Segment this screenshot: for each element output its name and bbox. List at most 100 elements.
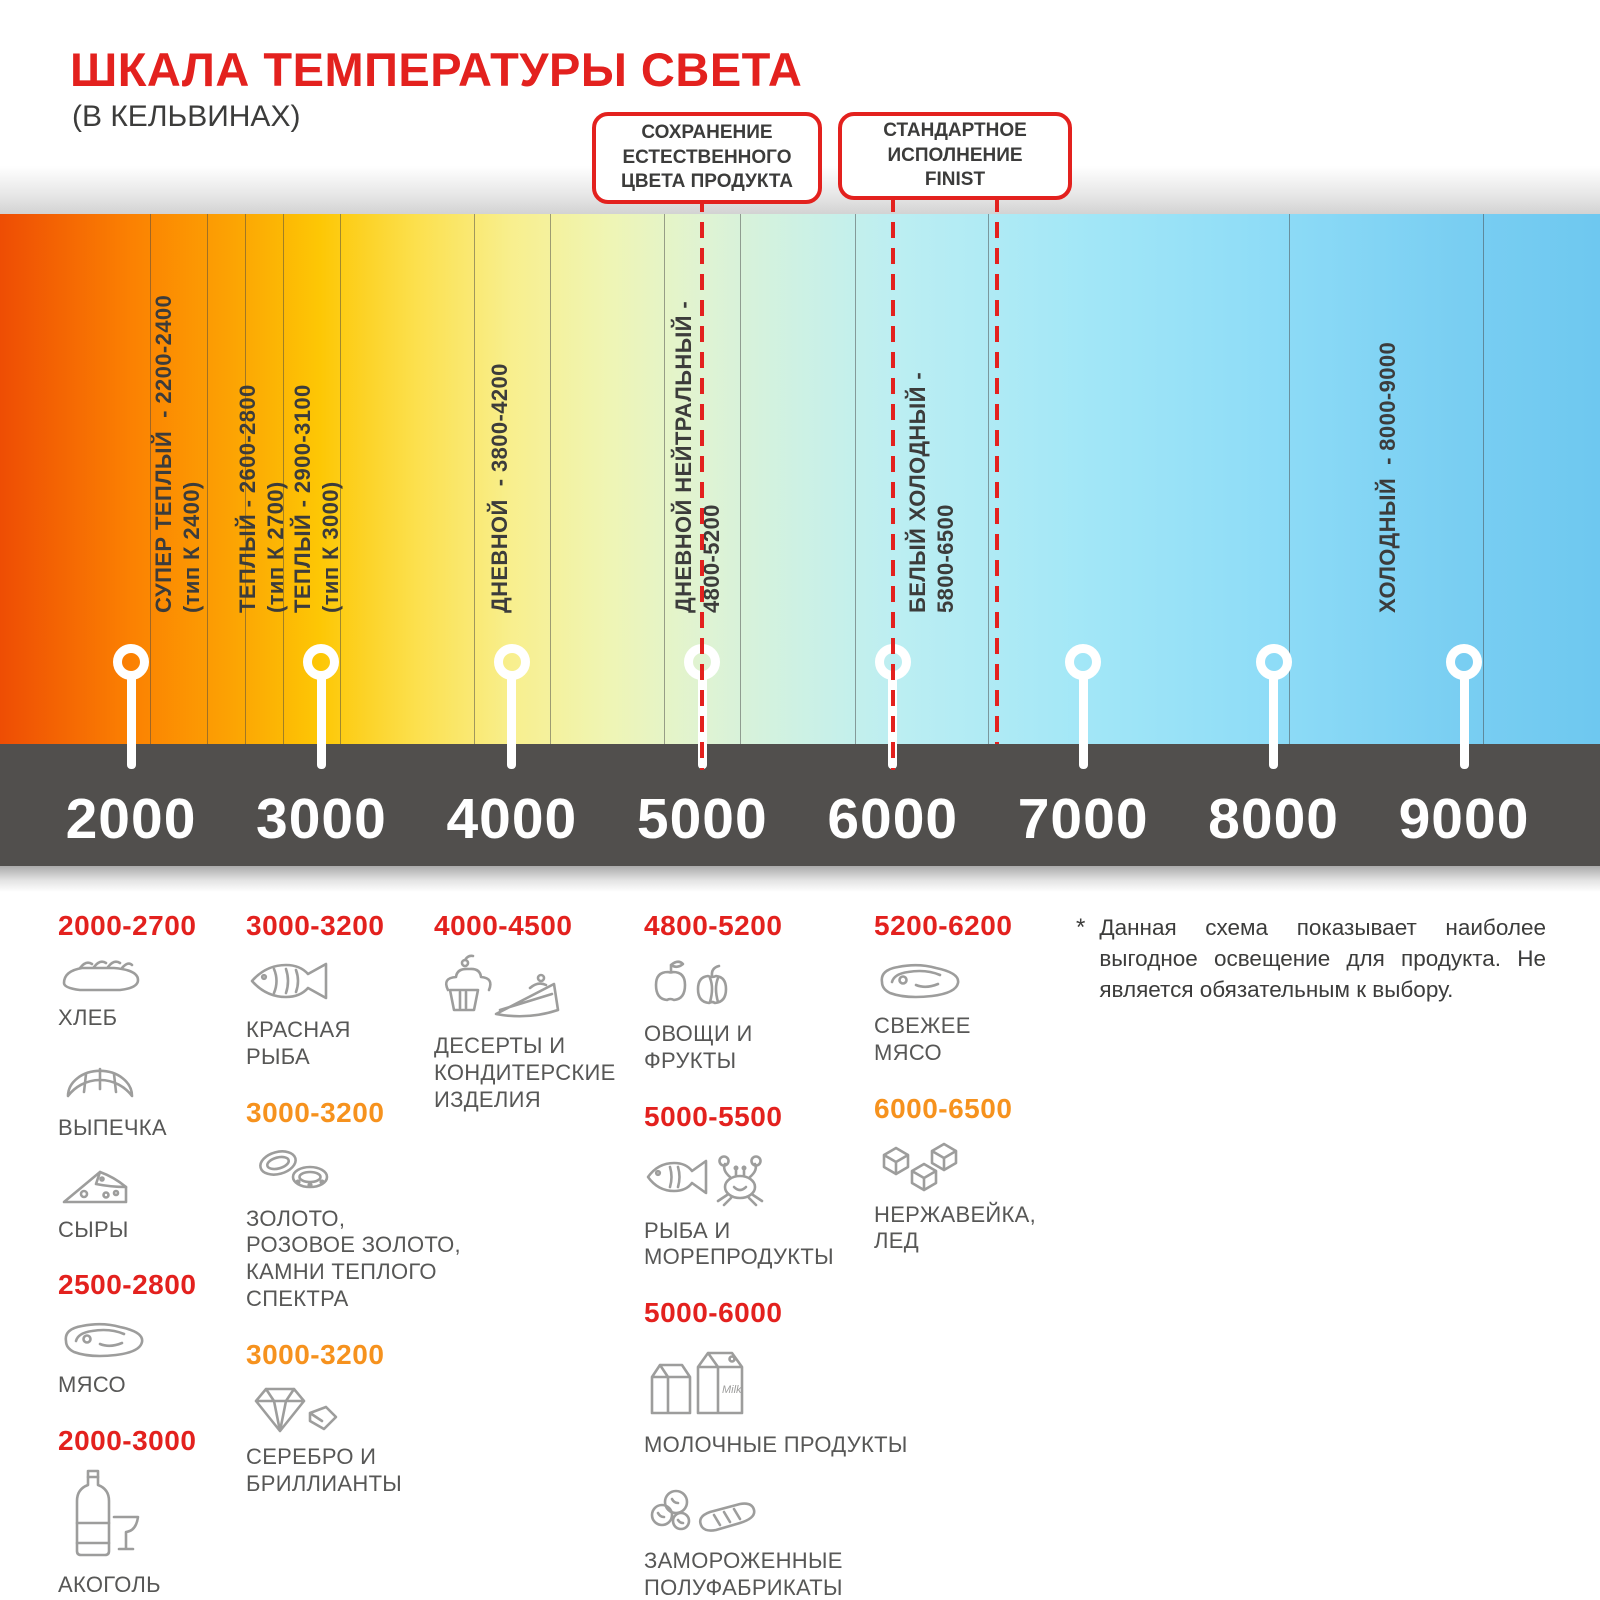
legend-range-heading: 5200-6200	[874, 910, 1013, 941]
kelvin-tick-label: 8000	[1208, 787, 1339, 851]
legend-column: 3000-3200 КРАСНАЯ РЫБА 3000-3200 ЗОЛОТО, РО…	[246, 910, 461, 1514]
legend-item-label: СВЕЖЕЕ МЯСО	[874, 1013, 971, 1065]
legend-range-heading: 4000-4500	[434, 910, 573, 941]
legend-item-label: АКОГОЛЬ	[58, 1572, 161, 1598]
diamond-icon	[246, 1381, 461, 1442]
legend-item-label: МЯСО	[58, 1372, 126, 1398]
legend-range-heading: 6000-6500	[874, 1092, 1013, 1124]
bread-icon	[58, 952, 196, 1003]
scale-marker-ring	[1065, 644, 1102, 680]
kelvin-tick-label: 7000	[1017, 787, 1149, 851]
page-subtitle: (В КЕЛЬВИНАХ)	[72, 100, 301, 133]
zone-boundary-line	[150, 214, 152, 744]
zone-boundary-line	[245, 214, 247, 744]
zone-label-text: СУПЕР ТЕПЛЫЙ - 2200-2400 (тип К 2400)	[150, 295, 205, 613]
zone-label-text: ДНЕВНОЙ - 3800-4200	[486, 363, 514, 613]
footnote-asterisk: *	[1076, 914, 1086, 941]
zone-label-line2: 5800-6500	[932, 504, 958, 613]
zone-boundary-line	[854, 214, 856, 744]
zone-label-line1: ХОЛОДНЫЙ - 8000-9000	[1375, 341, 1400, 613]
scale-marker-ring	[1446, 644, 1482, 680]
ice-icon	[874, 1135, 1036, 1200]
zone-boundary-line	[283, 214, 285, 744]
legend-range-heading: 3000-3200	[246, 910, 385, 941]
kelvin-axis-band	[0, 744, 1600, 866]
legend-item-label: ДЕСЕРТЫ И КОНДИТЕРСКИЕ ИЗДЕЛИЯ	[434, 1033, 616, 1112]
scale-marker-stem	[1078, 676, 1088, 769]
rings-icon	[246, 1139, 461, 1204]
scale-marker-stem	[507, 676, 517, 769]
legend-item-label: РЫБА И МОРЕПРОДУКТЫ	[644, 1217, 834, 1270]
zone-boundary-line	[473, 214, 475, 744]
legend-column: 4800-5200 ОВОЩИ И ФРУКТЫ 5000-5500 РЫБА И М…	[644, 910, 908, 1600]
zone-boundary-line	[207, 214, 209, 744]
legend-item-label: ХЛЕБ	[58, 1005, 118, 1030]
scale-marker-stem	[316, 676, 326, 769]
legend-range-heading: 2000-3000	[58, 1425, 197, 1457]
legend-item-label: СЕРЕБРО И БРИЛЛИАНТЫ	[246, 1443, 403, 1496]
legend-item-label: СЫРЫ	[58, 1216, 129, 1242]
steak-icon	[58, 1311, 196, 1370]
zone-label-text: ТЕПЛЫЙ - 2900-3100 (тип К 3000)	[289, 384, 344, 613]
zone-label-line1: СУПЕР ТЕПЛЫЙ - 2200-2400	[151, 294, 176, 613]
kelvin-tick-label: 9000	[1398, 787, 1530, 851]
legend-range-heading: 5000-5500	[644, 1100, 783, 1132]
zone-label-line1: ДНЕВНОЙ - 3800-4200	[487, 363, 512, 613]
callout-connector-line	[700, 196, 705, 770]
legend-item-label: ЗОЛОТО, РОЗОВОЕ ЗОЛОТО, КАМНИ ТЕПЛОГО СП…	[246, 1205, 461, 1312]
zone-boundary-line	[987, 214, 989, 744]
seafood-icon	[644, 1143, 908, 1216]
legend-item-label: ВЫПЕЧКА	[58, 1114, 167, 1140]
zone-boundary-line	[549, 214, 551, 744]
callout-natural-color: СОХРАНЕНИЕ ЕСТЕСТВЕННОГО ЦВЕТА ПРОДУКТА	[592, 112, 822, 204]
legend-range-heading: 2000-2700	[58, 910, 197, 941]
svg-text:Milk: Milk	[722, 1384, 742, 1396]
legend-item-label: НЕРЖАВЕЙКА, ЛЕД	[874, 1201, 1037, 1254]
legend-item-label: ОВОЩИ И ФРУКТЫ	[644, 1021, 753, 1073]
milk-icon: Milk	[644, 1339, 908, 1430]
scale-marker-ring	[303, 644, 340, 680]
bottom-shadow	[0, 866, 1600, 892]
scale-marker-stem	[126, 676, 136, 769]
callout-finist-standard-text: СТАНДАРТНОЕ ИСПОЛНЕНИЕ FINIST	[883, 119, 1027, 191]
footnote-text: Данная схема показывает наиболее выгодно…	[1099, 915, 1546, 1003]
fresh-meat-icon	[874, 952, 1036, 1011]
kelvin-tick-label: 3000	[256, 787, 387, 851]
zone-label-line1: ТЕПЛЫЙ - 2600-2800	[235, 384, 260, 613]
dessert-icon	[434, 952, 616, 1031]
legend-range-heading: 3000-3200	[246, 1338, 385, 1370]
fish-icon	[246, 952, 461, 1015]
zone-label-text: ХОЛОДНЫЙ - 8000-9000	[1374, 342, 1402, 613]
zone-boundary-line	[340, 214, 342, 744]
legend-item-label: ЗАМОРОЖЕННЫЕ ПОЛУФАБРИКАТЫ	[644, 1548, 843, 1600]
zone-label-text: ТЕПЛЫЙ - 2600-2800 (тип К 2700)	[234, 384, 289, 613]
zone-label-line2: (тип К 2400)	[178, 481, 204, 613]
legend-item-label: КРАСНАЯ РЫБА	[246, 1017, 351, 1069]
zone-boundary-line	[1288, 214, 1290, 744]
callout-connector-line	[995, 196, 1000, 744]
scale-marker-stem	[1459, 676, 1469, 769]
scale-marker-ring	[1255, 644, 1292, 680]
scale-marker-stem	[1269, 676, 1279, 769]
temperature-gradient	[0, 214, 1600, 744]
zone-boundary-line	[664, 214, 666, 744]
legend-column: 4000-4500 ДЕСЕРТЫ И КОНДИТЕРСКИЕ ИЗДЕЛИЯ	[434, 910, 616, 1129]
zone-label-line1: ТЕПЛЫЙ - 2900-3100	[290, 384, 315, 613]
kelvin-tick-label: 5000	[636, 787, 768, 851]
fruits-icon	[644, 952, 908, 1019]
zone-label-line1: ДНЕВНОЙ НЕЙТРАЛЬНЫЙ -	[671, 300, 696, 613]
legend-range-heading: 5000-6000	[644, 1297, 783, 1329]
kelvin-tick-label: 2000	[65, 787, 197, 851]
legend-item-label: МОЛОЧНЫЕ ПРОДУКТЫ	[644, 1432, 908, 1458]
callout-connector-line	[890, 196, 895, 770]
footnote: * Данная схема показывает наиболее выгод…	[1076, 912, 1546, 1005]
zone-label-text: ДНЕВНОЙ НЕЙТРАЛЬНЫЙ -4800-5200	[670, 301, 725, 613]
zone-label-line2: (тип К 3000)	[317, 481, 343, 613]
legend-range-heading: 4800-5200	[644, 910, 783, 941]
zone-label-line2: (тип К 2700)	[262, 481, 288, 613]
frozen-icon	[644, 1475, 908, 1546]
croissant-icon	[58, 1048, 196, 1113]
callout-natural-color-text: СОХРАНЕНИЕ ЕСТЕСТВЕННОГО ЦВЕТА ПРОДУКТА	[620, 121, 794, 193]
cheese-icon	[58, 1158, 196, 1215]
legend-range-heading: 2500-2800	[58, 1269, 197, 1301]
